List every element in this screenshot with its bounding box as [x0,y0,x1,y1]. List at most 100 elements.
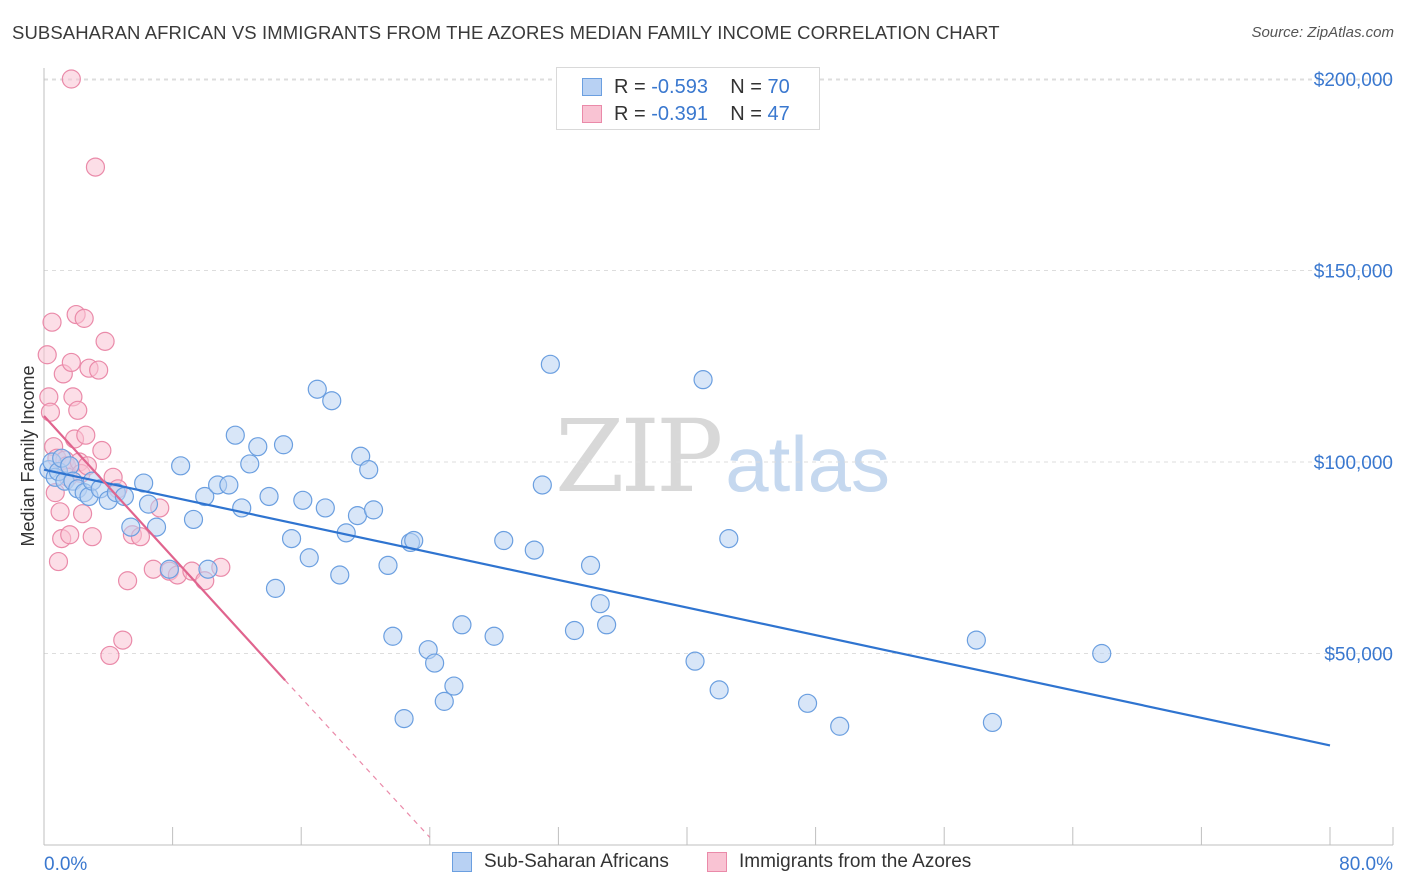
subsaharan-point [452,615,472,635]
azores-point [85,157,106,177]
subsaharan-point [273,435,294,455]
subsaharan-point [540,354,560,374]
subsaharan-point [378,555,398,576]
subsaharan-point [394,709,414,729]
y-tick-label: $50,000 [1324,645,1393,666]
subsaharan-point [138,494,159,514]
azores-point [100,645,120,666]
bottom-legend-label: Sub-Saharan Africans [484,851,669,872]
subsaharan-point [315,498,335,518]
azores-point [61,69,81,89]
subsaharan-point [359,460,379,480]
bottom-legend-azores: Immigrants from the Azores [707,851,971,873]
subsaharan-point [494,530,514,551]
y-axis-label: Median Family Income [18,365,38,546]
azores-point [143,559,163,579]
subsaharan-point [484,626,504,646]
subsaharan-point [171,456,191,476]
subsaharan-point [797,693,818,713]
subsaharan-point [719,528,739,549]
subsaharan-point [363,500,384,520]
legend-swatch-blue [582,78,602,96]
azores-point [42,312,62,332]
legend-n-label: N = [730,102,762,125]
bottom-legend-swatch-blue [452,852,472,872]
subsaharan-point [146,517,167,537]
azores-trend-line [43,415,286,682]
subsaharan-point [159,559,179,579]
subsaharan-point [183,509,204,530]
azores-point [72,504,93,524]
subsaharan-point [693,370,713,390]
subsaharan-point [709,680,729,700]
y-tick-label: $150,000 [1314,262,1393,283]
trend-lines [43,415,1331,838]
subsaharan-point [219,475,239,495]
legend-r-label: R = [614,102,646,125]
subsaharan-point [982,712,1003,733]
azores-point [82,527,102,547]
subsaharan-point [966,630,986,650]
subsaharan-trend-line [43,468,1331,747]
subsaharan-point [265,578,286,598]
azores-point [89,360,109,380]
legend-r-label: R = [614,75,646,98]
subsaharan-point [830,716,850,736]
subsaharan-point [564,620,585,641]
tick-labels: $50,000 $100,000 $150,000 $200,000 0.0% 80.0%… [18,70,1393,875]
subsaharan-point [383,626,403,646]
subsaharan-point [532,475,552,495]
subsaharan-point [198,559,218,579]
subsaharan-point [259,486,279,507]
subsaharan-point [293,490,313,510]
legend-r-value: -0.391 [651,102,708,125]
x-tick-label: 0.0% [44,854,87,875]
azores-point [92,440,112,461]
subsaharan-point [121,517,141,537]
subsaharan-point [444,676,464,696]
subsaharan-point [307,379,327,399]
bottom-legend-label: Immigrants from the Azores [739,851,972,872]
source-label: Source: ZipAtlas.com [1251,24,1394,41]
subsaharan-point [225,425,245,445]
azores-point [61,352,81,373]
gridlines [44,78,1393,654]
legend-n-value: 70 [767,75,790,98]
subsaharan-point [322,391,342,411]
subsaharan-point [330,565,350,585]
subsaharan-point [434,691,454,711]
azores-point [117,571,138,591]
correlation-legend: R = -0.593 N = 70 R = -0.391 N = 47 [556,67,820,130]
subsaharan-point [580,555,601,576]
subsaharan-point [248,437,268,457]
subsaharan-point [240,454,260,474]
subsaharan-point [195,486,215,507]
azores-point [37,345,57,365]
subsaharan-point [281,528,302,549]
legend-r-value: -0.593 [651,75,708,98]
azores-point [113,630,133,650]
legend-row-subsaharan: R = -0.593 N = 70 [582,76,790,98]
azores-trend-extension [284,679,431,838]
chart-title: SUBSAHARAN AFRICAN VS IMMIGRANTS FROM TH… [12,22,1000,43]
subsaharan-point [425,653,445,673]
subsaharan-point [597,615,617,635]
bottom-legend-swatch-pink [707,852,727,872]
series-subsaharan-points [39,354,1112,736]
subsaharan-point [685,651,705,671]
subsaharan-point [1092,643,1112,664]
azores-point [68,400,88,420]
azores-point [76,425,96,445]
subsaharan-point [590,594,610,614]
bottom-legend-subsaharan: Sub-Saharan Africans [452,851,669,873]
azores-point [95,331,115,351]
legend-n-label: N = [730,75,762,98]
subsaharan-point [299,548,319,568]
legend-row-azores: R = -0.391 N = 47 [582,103,790,125]
azores-point [48,551,69,572]
x-tick-label: 80.0% [1339,854,1393,875]
azores-point [40,402,61,422]
y-tick-label: $200,000 [1314,70,1393,91]
azores-point [74,308,94,328]
